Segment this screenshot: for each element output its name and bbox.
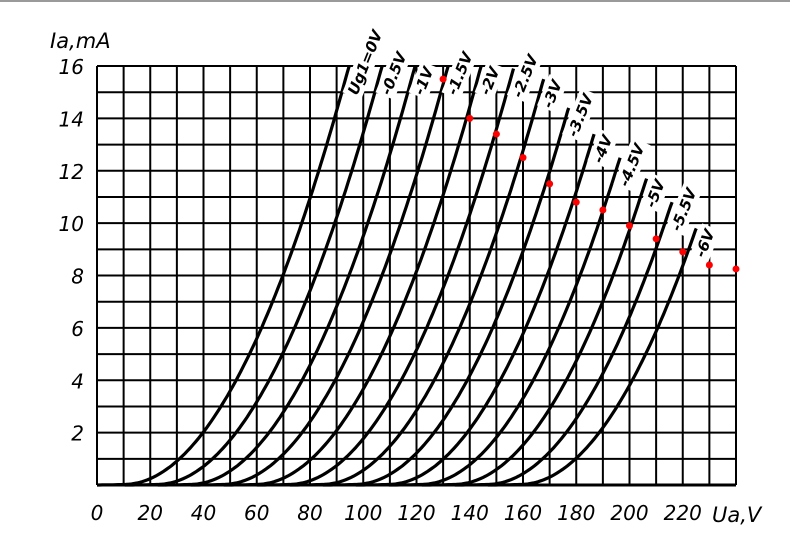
y-tick-label: 2 [71,422,84,446]
x-tick-label: 40 [191,501,216,525]
x-tick-label: 220 [664,501,702,525]
curve-label-background [639,173,672,213]
curve-label-background [375,46,413,100]
curves [97,65,698,487]
x-tick-label: 100 [344,501,382,525]
x-tick-label: 140 [451,501,489,525]
marker-point [652,235,660,243]
curve-label-background [408,61,440,100]
x-tick-label: 120 [397,501,435,525]
curve-label-background [665,182,703,236]
curve-0 [97,65,351,487]
x-tick-label: 160 [504,501,542,525]
y-axis-label: Ia,mA [50,29,111,53]
curve-label-background [562,87,600,142]
marker-point [732,265,740,273]
curve-label-background [587,129,619,168]
tick-labels: 0 20 40 60 80 100 120 140 160 180 200 220 2 4 6 8 10 12 14… [59,55,702,525]
x-tick-label: 20 [138,501,163,525]
curve-label-background [474,61,506,100]
y-tick-label: 16 [59,55,84,79]
marker-point [626,222,633,230]
marker-point [466,114,474,122]
red-markers [439,75,740,273]
marker-point [439,75,447,83]
marker-point [679,248,687,256]
x-tick-label: 180 [557,501,595,525]
curve-label-background [506,48,545,103]
y-tick-label: 8 [71,265,84,289]
y-tick-label: 12 [59,160,84,184]
y-tick-label: 6 [71,317,84,341]
x-tick-label: 200 [610,501,648,525]
curve-label-background [441,46,479,100]
curve-label: -5.5V [667,184,701,233]
curve-label-background [613,137,651,192]
curve-label: -3.5V [564,90,598,139]
curve-label: -1.5V [443,48,477,97]
y-tick-label: 10 [59,212,84,236]
curve-label-background [689,223,721,263]
x-tick-label: 60 [244,501,269,525]
window-top-border [0,0,790,2]
curve-label-background [537,74,569,113]
curve--3_5 [322,107,571,487]
marker-point [705,261,713,269]
marker-point [492,130,500,138]
curve-label-background [342,24,389,100]
x-tick-label: 0 [91,501,104,525]
marker-point [519,154,527,162]
curve--5_5 [454,201,674,487]
x-tick-label: 80 [297,501,322,525]
curve--6 [487,227,698,487]
marker-point [572,198,580,206]
curve-label: -0.5V [377,48,411,97]
marker-point [599,206,607,214]
curve--5 [421,178,649,487]
marker-point [546,180,554,188]
y-tick-label: 14 [59,107,84,131]
x-axis-label: Ua,V [712,503,763,527]
y-tick-label: 4 [71,369,84,393]
